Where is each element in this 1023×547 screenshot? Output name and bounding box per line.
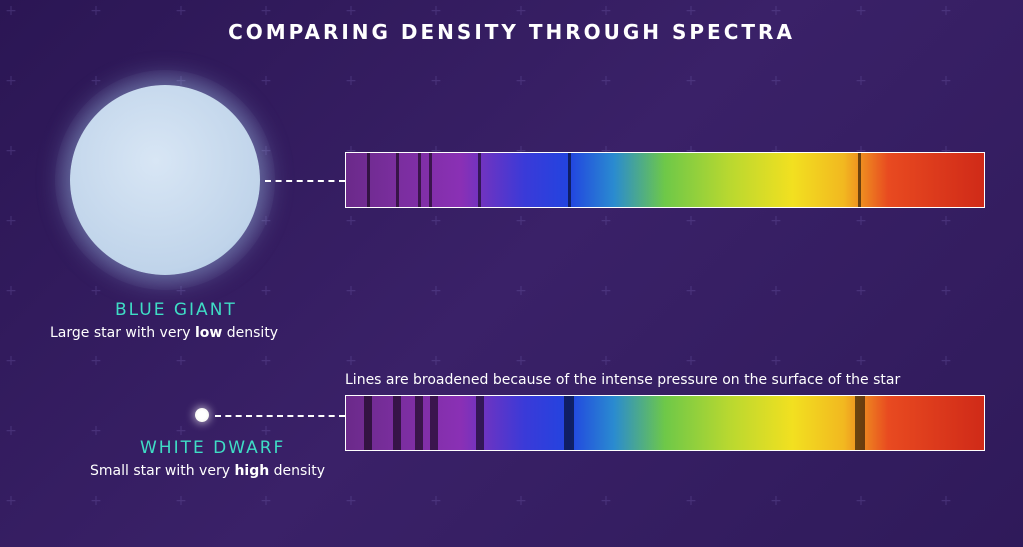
absorption-line	[564, 396, 574, 450]
white-dwarf-label: WHITE DWARF	[140, 438, 285, 458]
absorption-line	[855, 396, 865, 450]
absorption-line	[429, 153, 432, 207]
spectrum-gradient	[346, 396, 984, 450]
white-dwarf-sublabel-pre: Small star with very	[90, 463, 234, 479]
blue-giant-sublabel: Large star with very low density	[50, 325, 278, 341]
white-dwarf-spectrum	[345, 395, 985, 451]
connector-white-dwarf	[215, 415, 345, 417]
absorption-line	[478, 153, 481, 207]
white-dwarf-sublabel: Small star with very high density	[90, 463, 325, 479]
spectrum-gradient	[346, 153, 984, 207]
absorption-line	[415, 396, 423, 450]
absorption-line	[364, 396, 372, 450]
connector-blue-giant	[265, 180, 345, 182]
absorption-line	[476, 396, 484, 450]
blue-giant-sublabel-pre: Large star with very	[50, 325, 195, 341]
blue-giant-spectrum	[345, 152, 985, 208]
blue-giant-sublabel-bold: low	[195, 325, 222, 341]
blue-giant-label: BLUE GIANT	[115, 300, 237, 320]
absorption-line	[418, 153, 421, 207]
absorption-line	[393, 396, 401, 450]
white-dwarf-sublabel-post: density	[269, 463, 325, 479]
absorption-line	[396, 153, 399, 207]
blue-giant-star	[70, 85, 260, 275]
blue-giant-sublabel-post: density	[222, 325, 278, 341]
page-title: COMPARING DENSITY THROUGH SPECTRA	[0, 20, 1023, 44]
white-dwarf-sublabel-bold: high	[234, 463, 269, 479]
absorption-line	[367, 153, 370, 207]
absorption-line	[430, 396, 438, 450]
white-dwarf-annotation: Lines are broadened because of the inten…	[345, 372, 900, 388]
white-dwarf-star	[195, 408, 209, 422]
absorption-line	[858, 153, 861, 207]
absorption-line	[568, 153, 571, 207]
